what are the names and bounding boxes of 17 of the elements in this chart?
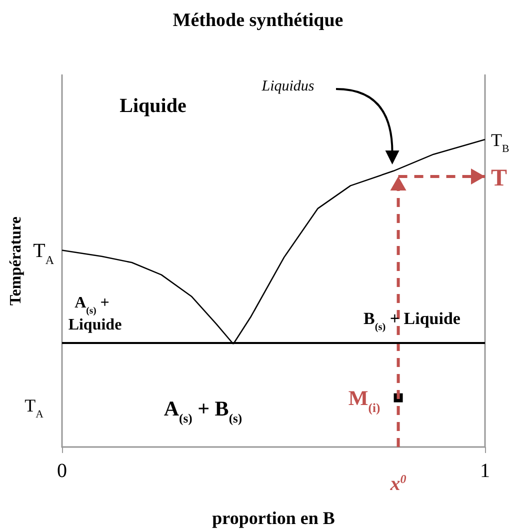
annotation: T$_{A}$ [33, 240, 54, 268]
annotation: B$_{(s)}$ + Liquide [364, 308, 461, 332]
text: Liquide [120, 95, 186, 117]
ref-line-label: T [491, 165, 508, 192]
annotation: Liquide [68, 316, 122, 334]
x-axis-title: proportion en B [212, 508, 335, 528]
annotation: A$_{(s)}$ + [74, 294, 110, 316]
annotation: A$_{(s)}$ + B$_{(s)}$ [164, 396, 242, 426]
x-tick-label: 1 [480, 460, 490, 482]
x-tick-label: 0 [57, 460, 67, 482]
annotation: M$_{(i)}$ [348, 386, 380, 416]
text: T$_{A}$ [24, 395, 44, 420]
y-axis-title: Température [8, 216, 24, 306]
text: Liquidus [260, 78, 314, 94]
annotation: T$_{B}$ [491, 130, 510, 155]
ref-line-label: x$^{0}$ [389, 472, 406, 495]
chart-title: Méthode synthétique [172, 10, 344, 31]
